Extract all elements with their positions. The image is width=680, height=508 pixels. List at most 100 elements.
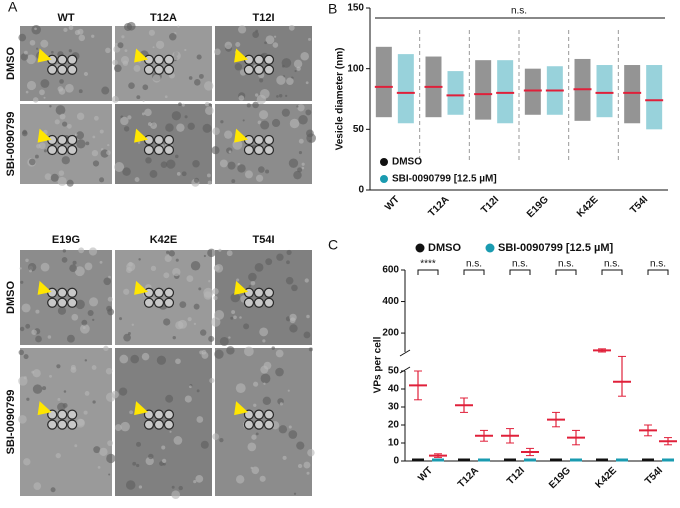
vesicle — [163, 144, 175, 156]
texture — [220, 120, 224, 124]
texture — [304, 278, 309, 283]
texture — [142, 99, 145, 102]
bracket — [509, 269, 531, 275]
y-tick-label: 10 — [388, 438, 400, 449]
texture — [192, 160, 200, 168]
texture — [203, 254, 207, 258]
texture — [106, 453, 116, 464]
texture — [193, 322, 197, 326]
texture — [187, 122, 195, 130]
axis-break — [399, 366, 411, 374]
texture — [228, 336, 231, 339]
texture — [74, 266, 85, 277]
texture — [264, 41, 267, 45]
row-label: DMSO — [5, 281, 17, 314]
value-range — [646, 65, 663, 130]
texture — [224, 41, 233, 50]
texture — [148, 453, 154, 460]
texture — [120, 55, 130, 65]
texture — [181, 103, 185, 107]
texture — [200, 440, 209, 449]
vesicle — [47, 419, 58, 430]
x-tick-label: T12I — [479, 194, 501, 216]
texture — [208, 103, 212, 106]
texture — [49, 104, 52, 108]
legend-label: SBI-0090799 [12.5 µM] — [498, 242, 614, 254]
annotation: n.s. — [558, 259, 574, 270]
annotation: n.s. — [512, 259, 528, 270]
bracket — [647, 269, 669, 275]
texture — [71, 313, 79, 321]
texture — [132, 461, 137, 466]
y-tick-label: 0 — [393, 456, 399, 467]
texture — [106, 150, 111, 156]
texture — [114, 162, 125, 172]
vesicle — [47, 64, 58, 75]
texture — [28, 158, 36, 166]
texture — [114, 64, 122, 73]
texture — [103, 345, 109, 352]
texture — [198, 287, 202, 291]
vesicle — [263, 409, 275, 420]
legend-marker — [380, 158, 388, 166]
texture — [226, 346, 235, 355]
value-range — [624, 65, 641, 124]
texture — [285, 276, 294, 285]
texture — [273, 35, 277, 38]
texture — [32, 97, 39, 103]
texture — [81, 319, 88, 326]
texture — [101, 86, 110, 95]
texture — [211, 146, 220, 155]
texture — [233, 315, 237, 320]
column-label: T12A — [150, 12, 177, 24]
texture — [203, 81, 214, 91]
texture — [18, 349, 25, 356]
texture — [218, 248, 222, 252]
texture — [129, 410, 134, 415]
texture — [99, 260, 103, 264]
texture — [193, 177, 200, 183]
texture — [166, 250, 170, 254]
texture — [282, 455, 287, 460]
texture — [275, 367, 284, 377]
vesicle — [57, 134, 68, 146]
texture — [251, 466, 260, 475]
texture — [124, 49, 128, 53]
arrowhead — [134, 48, 149, 63]
arrowhead — [37, 280, 52, 295]
x-tick-label: T12A — [456, 465, 481, 490]
texture — [76, 112, 85, 121]
value-range — [596, 65, 613, 118]
texture — [209, 377, 215, 384]
texture — [237, 164, 246, 173]
texture — [127, 115, 132, 120]
texture — [49, 374, 52, 378]
texture — [163, 272, 170, 279]
texture — [84, 391, 90, 396]
x-tick-label: WT — [383, 194, 402, 213]
vesicle — [143, 144, 155, 156]
x-tick-label: T12A — [426, 194, 451, 219]
texture — [149, 170, 158, 178]
x-tick-label: T12I — [505, 465, 527, 487]
texture — [265, 35, 275, 45]
texture — [169, 430, 172, 433]
texture — [40, 79, 50, 88]
texture — [40, 262, 50, 272]
texture — [123, 22, 132, 31]
texture — [114, 42, 118, 46]
texture — [175, 154, 179, 159]
vesicle — [57, 409, 68, 420]
texture — [43, 149, 47, 153]
texture — [298, 138, 304, 144]
texture — [164, 95, 168, 99]
texture — [131, 323, 134, 326]
texture — [72, 260, 77, 265]
column-label: T54I — [252, 234, 274, 246]
y-axis-label: Vesicle diameter (nm) — [335, 48, 346, 151]
texture — [66, 334, 75, 343]
texture — [78, 89, 83, 94]
texture — [212, 127, 220, 136]
